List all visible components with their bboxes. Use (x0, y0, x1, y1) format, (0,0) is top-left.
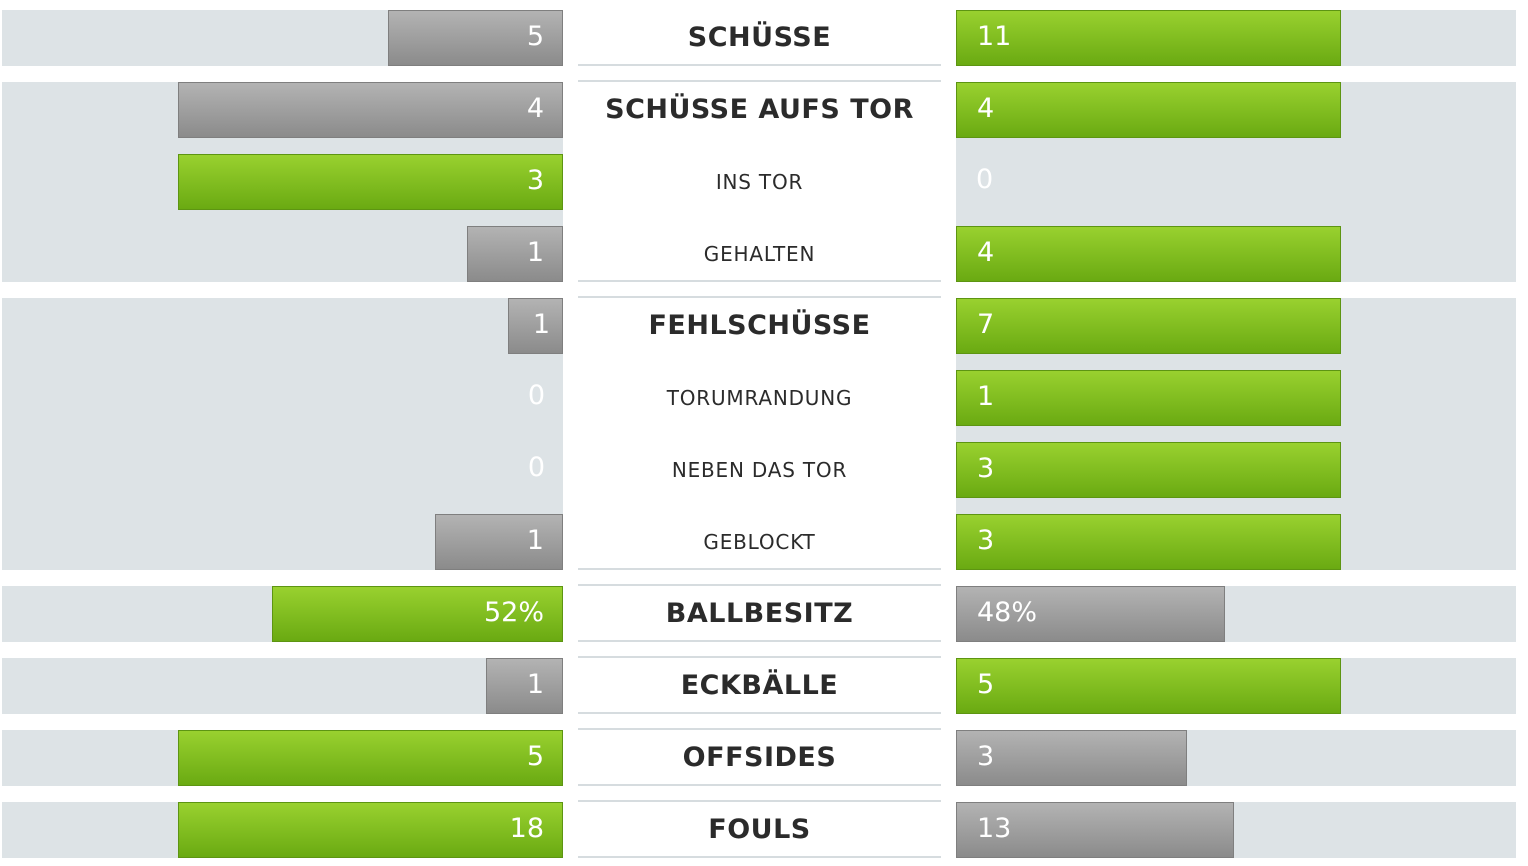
row-background-left (2, 658, 563, 714)
bar-right-ins-tor: 0 (976, 164, 994, 195)
stat-label-geblockt: GEBLOCKT (703, 530, 816, 554)
stat-label-torumrandung: TORUMRANDUNG (666, 386, 853, 410)
divider-line (578, 64, 941, 66)
bar-left-schuesse: 5 (388, 10, 563, 66)
stat-label-offsides: OFFSIDES (682, 742, 837, 773)
stat-label-fehlschuesse: FEHLSCHÜSSE (648, 310, 871, 341)
stat-label-eckbaelle: ECKBÄLLE (680, 670, 839, 701)
divider-line (578, 800, 941, 802)
bar-left-torumrandung: 0 (527, 380, 545, 411)
bar-right-torumrandung: 1 (956, 370, 1341, 426)
stat-label-schuesse-aufs-tor: SCHÜSSE AUFS TOR (605, 94, 914, 125)
bar-left-ins-tor: 3 (178, 154, 563, 210)
bar-right-schuesse: 11 (956, 10, 1341, 66)
stat-label-gehalten: GEHALTEN (703, 242, 816, 266)
divider-line (578, 296, 941, 298)
bar-right-ballbesitz: 48% (956, 586, 1225, 642)
stat-label-ins-tor: INS TOR (715, 170, 804, 194)
divider-line (578, 584, 941, 586)
divider-line (578, 856, 941, 858)
divider-line (578, 568, 941, 570)
bar-left-offsides: 5 (178, 730, 563, 786)
bar-left-schuesse-aufs-tor: 4 (178, 82, 563, 138)
divider-line (578, 280, 941, 282)
bar-right-schuesse-aufs-tor: 4 (956, 82, 1341, 138)
bar-right-fouls: 13 (956, 802, 1235, 858)
divider-line (578, 80, 941, 82)
bar-right-neben-das-tor: 3 (956, 442, 1341, 498)
bar-left-neben-das-tor: 0 (527, 452, 545, 483)
bar-right-fehlschuesse: 7 (956, 298, 1341, 354)
bar-left-geblockt: 1 (434, 514, 563, 570)
bar-left-fouls: 18 (178, 802, 563, 858)
bar-left-fehlschuesse: 1 (508, 298, 563, 354)
divider-line (578, 728, 941, 730)
bar-right-eckbaelle: 5 (956, 658, 1341, 714)
divider-line (578, 656, 941, 658)
bar-left-ballbesitz: 52% (271, 586, 563, 642)
bar-right-geblockt: 3 (956, 514, 1341, 570)
stat-label-schuesse: SCHÜSSE (687, 22, 832, 53)
bar-left-eckbaelle: 1 (486, 658, 563, 714)
divider-line (578, 712, 941, 714)
divider-line (578, 640, 941, 642)
bar-right-gehalten: 4 (956, 226, 1341, 282)
stat-label-fouls: FOULS (708, 814, 811, 845)
bar-left-gehalten: 1 (466, 226, 563, 282)
bar-right-offsides: 3 (956, 730, 1187, 786)
divider-line (578, 784, 941, 786)
stat-label-ballbesitz: BALLBESITZ (665, 598, 854, 629)
stat-label-neben-das-tor: NEBEN DAS TOR (671, 458, 848, 482)
